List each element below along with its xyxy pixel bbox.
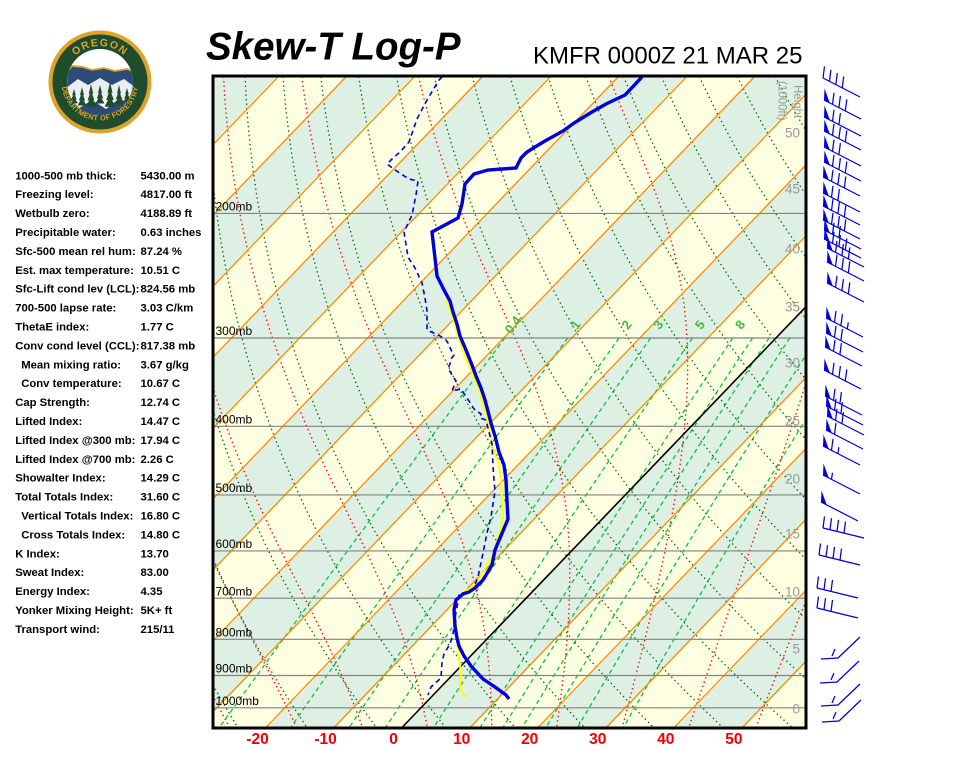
svg-text:0: 0 [792, 702, 800, 717]
svg-text:0.63 inches: 0.63 inches [141, 227, 202, 239]
svg-text:Vertical Totals Index:: Vertical Totals Index: [21, 511, 133, 523]
svg-text:10: 10 [785, 585, 800, 600]
svg-text:1000-500 mb thick:: 1000-500 mb thick: [15, 170, 116, 182]
svg-text:800mb: 800mb [216, 625, 253, 639]
svg-text:Mean mixing ratio:: Mean mixing ratio: [21, 359, 121, 371]
svg-text:Showalter Index:: Showalter Index: [15, 473, 105, 485]
svg-text:500mb: 500mb [216, 481, 253, 495]
svg-text:1.77 C: 1.77 C [141, 322, 174, 334]
svg-text:Skew-T Log-P: Skew-T Log-P [206, 26, 461, 69]
svg-text:Lifted Index @300 mb:: Lifted Index @300 mb: [15, 435, 135, 447]
svg-text:Sweat Index:: Sweat Index: [15, 567, 84, 579]
svg-text:14.80 C: 14.80 C [141, 529, 181, 541]
svg-text:400mb: 400mb [216, 412, 253, 426]
svg-text:10.51 C: 10.51 C [141, 265, 181, 277]
svg-text:Total Totals Index:: Total Totals Index: [15, 492, 113, 504]
svg-text:Conv temperature:: Conv temperature: [21, 378, 121, 390]
svg-text:Sfc-Lift cond lev (LCL):: Sfc-Lift cond lev (LCL): [15, 284, 139, 296]
svg-text:10: 10 [453, 731, 470, 748]
svg-text:200mb: 200mb [216, 200, 253, 214]
svg-text:1000mb: 1000mb [216, 694, 260, 708]
svg-text:87.24 %: 87.24 % [141, 246, 182, 258]
svg-text:Freezing level:: Freezing level: [15, 189, 93, 201]
svg-text:700-500 lapse rate:: 700-500 lapse rate: [15, 303, 116, 315]
svg-text:-10: -10 [314, 731, 336, 748]
svg-text:3.03 C/km: 3.03 C/km [141, 303, 194, 315]
svg-text:17.94 C: 17.94 C [141, 435, 181, 447]
svg-text:30: 30 [589, 731, 606, 748]
svg-text:35: 35 [785, 300, 800, 315]
svg-text:Wetbulb zero:: Wetbulb zero: [15, 208, 89, 220]
svg-text:50: 50 [725, 731, 742, 748]
svg-text:600mb: 600mb [216, 537, 253, 551]
svg-text:12.74 C: 12.74 C [141, 397, 181, 409]
svg-text:83.00: 83.00 [141, 567, 169, 579]
svg-text:Energy Index:: Energy Index: [15, 586, 90, 598]
svg-text:2.26 C: 2.26 C [141, 454, 174, 466]
svg-text:-20: -20 [246, 731, 268, 748]
svg-text:20: 20 [521, 731, 538, 748]
svg-text:40: 40 [657, 731, 674, 748]
svg-text:817.38 mb: 817.38 mb [141, 340, 196, 352]
svg-text:900mb: 900mb [216, 662, 253, 676]
svg-text:Precipitable water:: Precipitable water: [15, 227, 115, 239]
svg-text:ThetaE index:: ThetaE index: [15, 322, 89, 334]
svg-text:Height: Height [791, 85, 803, 119]
svg-text:300mb: 300mb [216, 324, 253, 338]
svg-text:0: 0 [389, 731, 398, 748]
svg-text:Conv cond level (CCL):: Conv cond level (CCL): [15, 340, 139, 352]
svg-text:Lifted Index:: Lifted Index: [15, 416, 82, 428]
svg-text:16.80 C: 16.80 C [141, 511, 181, 523]
svg-text:4.35: 4.35 [141, 586, 163, 598]
svg-text:KMFR 0000Z 21 MAR 25: KMFR 0000Z 21 MAR 25 [533, 43, 802, 70]
svg-text:Cross Totals Index:: Cross Totals Index: [21, 529, 125, 541]
svg-text:30: 30 [785, 356, 800, 371]
svg-text:40: 40 [785, 242, 800, 257]
svg-text:4817.00 ft: 4817.00 ft [141, 189, 193, 201]
svg-text:Yonker Mixing Height:: Yonker Mixing Height: [15, 605, 133, 617]
svg-text:215/11: 215/11 [141, 624, 175, 636]
svg-text:Sfc-500 mean rel hum:: Sfc-500 mean rel hum: [15, 246, 136, 258]
svg-text:25: 25 [785, 414, 800, 429]
svg-text:Transport wind:: Transport wind: [15, 624, 100, 636]
svg-text:50: 50 [785, 126, 800, 141]
svg-text:45: 45 [785, 182, 800, 197]
svg-text:Est. max temperature:: Est. max temperature: [15, 265, 134, 277]
svg-text:3.67 g/kg: 3.67 g/kg [141, 359, 189, 371]
svg-text:5430.00 m: 5430.00 m [141, 170, 195, 182]
svg-text:14.29 C: 14.29 C [141, 473, 181, 485]
svg-text:20: 20 [785, 472, 800, 487]
svg-text:K Index:: K Index: [15, 548, 60, 560]
svg-text:Lifted Index @700 mb:: Lifted Index @700 mb: [15, 454, 135, 466]
svg-text:10.67 C: 10.67 C [141, 378, 181, 390]
svg-text:700mb: 700mb [216, 584, 253, 598]
svg-text:31.60 C: 31.60 C [141, 492, 181, 504]
svg-text:15: 15 [785, 527, 800, 542]
svg-text:5: 5 [792, 642, 800, 657]
svg-text:4188.89 ft: 4188.89 ft [141, 208, 193, 220]
svg-text:14.47 C: 14.47 C [141, 416, 181, 428]
svg-text:824.56 mb: 824.56 mb [141, 284, 196, 296]
svg-text:13.70: 13.70 [141, 548, 169, 560]
svg-text:(1000ft): (1000ft) [776, 81, 788, 121]
svg-text:5K+ ft: 5K+ ft [141, 605, 173, 617]
svg-text:Cap Strength:: Cap Strength: [15, 397, 90, 409]
